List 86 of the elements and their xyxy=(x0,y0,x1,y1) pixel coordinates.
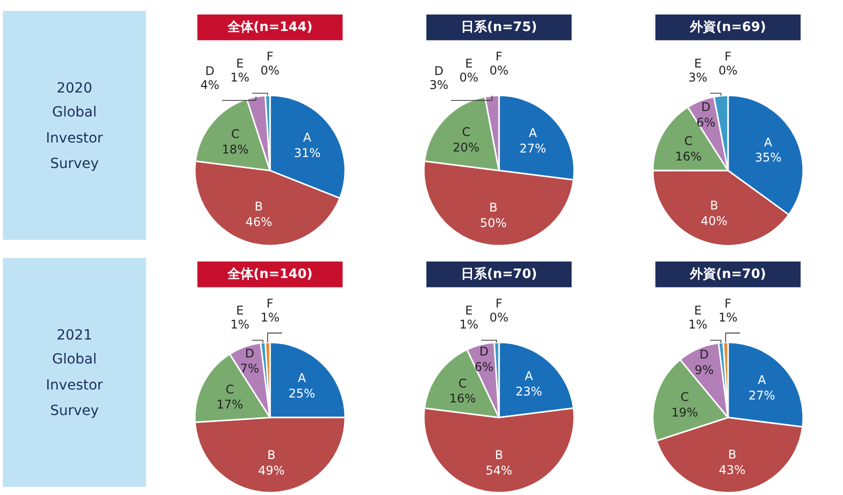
chart-title: 日系(n=70) xyxy=(460,266,538,282)
slice-label: E xyxy=(694,304,702,318)
slice-label: D xyxy=(701,100,710,114)
data-label: 31% xyxy=(294,146,321,160)
slice-label: B xyxy=(494,448,504,462)
slice-label: E xyxy=(694,56,702,71)
text: 0% xyxy=(489,310,509,324)
data-label: 49% xyxy=(258,463,285,478)
slice-label: C xyxy=(462,124,470,139)
data-label: 4% xyxy=(200,78,220,92)
data-label: 7% xyxy=(240,362,260,376)
slice-label: C xyxy=(231,127,240,142)
data-label: 27% xyxy=(519,141,546,156)
data-label: 3% xyxy=(429,78,448,92)
slice-label: D xyxy=(700,348,709,362)
slice-label: E xyxy=(465,304,473,318)
data-label: 43% xyxy=(718,463,746,478)
text: 0% xyxy=(718,63,738,78)
data-label: 18% xyxy=(222,142,249,156)
data-label: 6% xyxy=(696,115,716,130)
slice-label: D xyxy=(245,346,254,360)
data-label: 16% xyxy=(675,149,702,164)
text: 0% xyxy=(260,63,280,78)
data-label: 35% xyxy=(754,150,782,165)
chart-title: 外資(n=70) xyxy=(688,266,766,282)
slice-label: B xyxy=(267,448,276,462)
text: 2021 xyxy=(56,327,92,344)
slice-label: C xyxy=(680,390,689,404)
slice-label: B xyxy=(728,448,736,462)
category-label: F xyxy=(724,49,732,64)
chart-title: 外資(n=69) xyxy=(688,20,766,35)
slice-label: D xyxy=(479,344,489,359)
data-label: 3% xyxy=(688,70,708,85)
category-label: E xyxy=(465,56,473,71)
slice-label: D xyxy=(434,64,444,78)
data-label: 1% xyxy=(230,70,250,85)
slice-label: A xyxy=(303,130,312,144)
data-label: 1% xyxy=(688,318,708,332)
slice-label: D xyxy=(205,64,215,78)
slice-label: A xyxy=(764,135,774,150)
text: Global xyxy=(52,352,97,368)
slice-label: F xyxy=(724,296,732,310)
data-label: 23% xyxy=(515,384,542,398)
chart-title: 日系(n=75) xyxy=(460,18,538,35)
slice-label: A xyxy=(758,373,767,387)
text: 2020 xyxy=(56,80,92,96)
data-label: 20% xyxy=(452,140,480,154)
data-label: 1% xyxy=(718,310,738,324)
data-label: 17% xyxy=(216,398,244,412)
slice-label: C xyxy=(458,376,467,390)
text: 0% xyxy=(459,70,478,85)
data-label: 1% xyxy=(230,318,250,332)
slice-label: A xyxy=(524,368,534,383)
text: Global xyxy=(52,104,97,121)
data-label: 9% xyxy=(694,363,714,378)
slice-label: B xyxy=(710,198,718,213)
data-label: 6% xyxy=(474,360,494,374)
data-label: 1% xyxy=(260,310,280,324)
text: Survey xyxy=(50,403,99,420)
category-label: F xyxy=(496,296,502,310)
slice-label: B xyxy=(489,200,498,215)
slice-label: B xyxy=(254,199,263,214)
data-label: 27% xyxy=(748,388,776,402)
text: Investor xyxy=(46,377,104,394)
chart-title: 全体(n=144) xyxy=(226,20,313,35)
slice-label: F xyxy=(266,296,274,310)
chart-title: 全体(n=140) xyxy=(226,266,313,282)
slice-label: E xyxy=(236,304,244,318)
text: 0% xyxy=(489,63,509,78)
data-label: 40% xyxy=(700,214,728,228)
category-label: F xyxy=(496,49,502,64)
data-label: 1% xyxy=(459,318,478,332)
data-label: 46% xyxy=(245,214,272,229)
data-label: 19% xyxy=(671,406,698,420)
category-label: F xyxy=(266,49,274,64)
text: Survey xyxy=(50,156,99,172)
slice-label: A xyxy=(298,370,307,385)
data-label: 25% xyxy=(288,386,316,400)
slice-label: C xyxy=(684,134,693,148)
data-label: 50% xyxy=(480,216,507,230)
slice-label: C xyxy=(226,382,234,396)
text: Investor xyxy=(46,130,104,146)
data-label: 54% xyxy=(486,463,512,478)
slice-label: A xyxy=(528,126,538,140)
data-label: 16% xyxy=(449,392,476,406)
slice-label: E xyxy=(236,56,244,71)
